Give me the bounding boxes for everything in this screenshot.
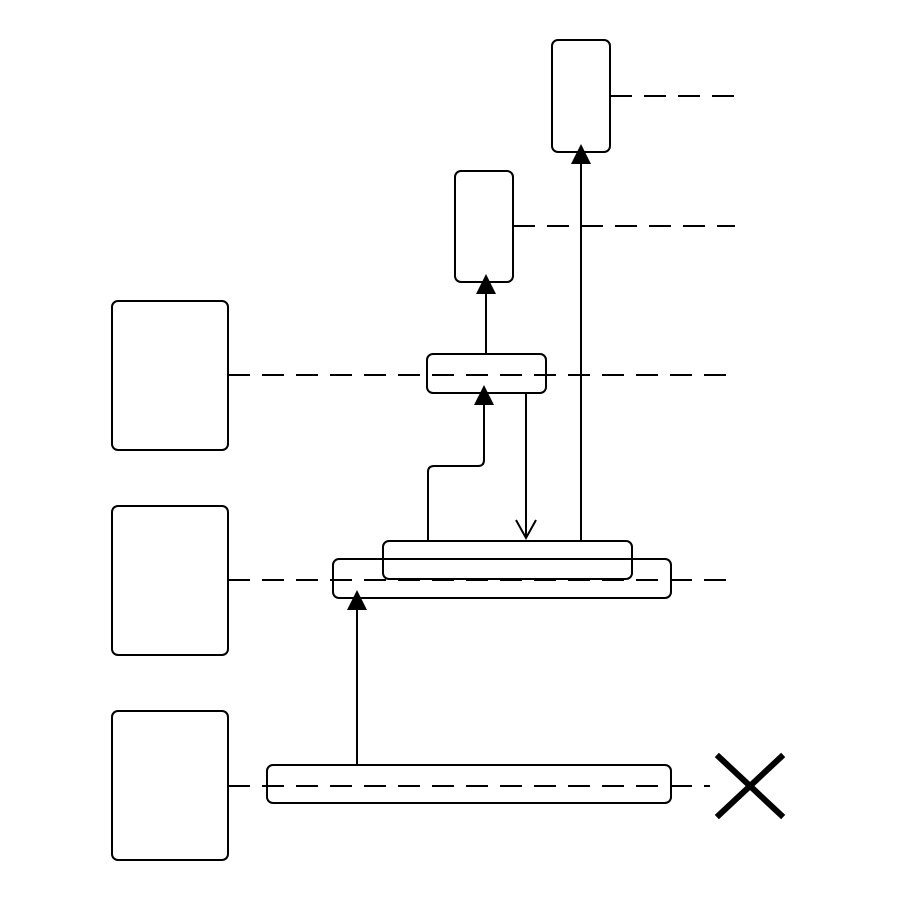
participant-box-1 [111, 300, 229, 451]
activation-bar-2 [332, 558, 672, 599]
message-2 [427, 385, 494, 541]
activation-bar-1 [266, 764, 672, 804]
activation-bar-3 [382, 540, 633, 580]
participant-group [111, 39, 611, 861]
destruction-x [714, 752, 786, 820]
activation-group [266, 353, 672, 804]
participant-box-4 [454, 170, 514, 283]
participant-box-3 [111, 710, 229, 861]
activation-bar-4 [426, 353, 547, 394]
message-4-open-arrowhead [515, 519, 537, 541]
participant-box-2 [111, 505, 229, 656]
message-group [347, 144, 591, 765]
participant-box-5 [551, 39, 611, 153]
